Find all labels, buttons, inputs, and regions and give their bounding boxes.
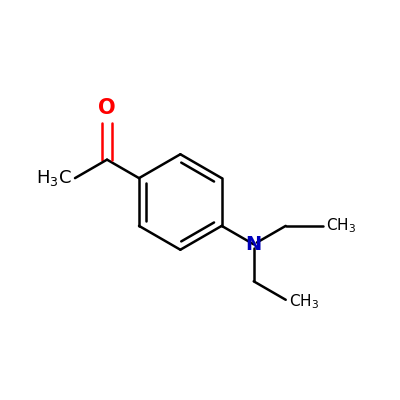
Text: N: N — [246, 235, 262, 254]
Text: O: O — [98, 98, 116, 118]
Text: $\mathrm{CH_3}$: $\mathrm{CH_3}$ — [326, 216, 356, 235]
Text: $\mathrm{CH_3}$: $\mathrm{CH_3}$ — [290, 292, 320, 311]
Text: $\mathrm{H_3C}$: $\mathrm{H_3C}$ — [36, 168, 71, 188]
